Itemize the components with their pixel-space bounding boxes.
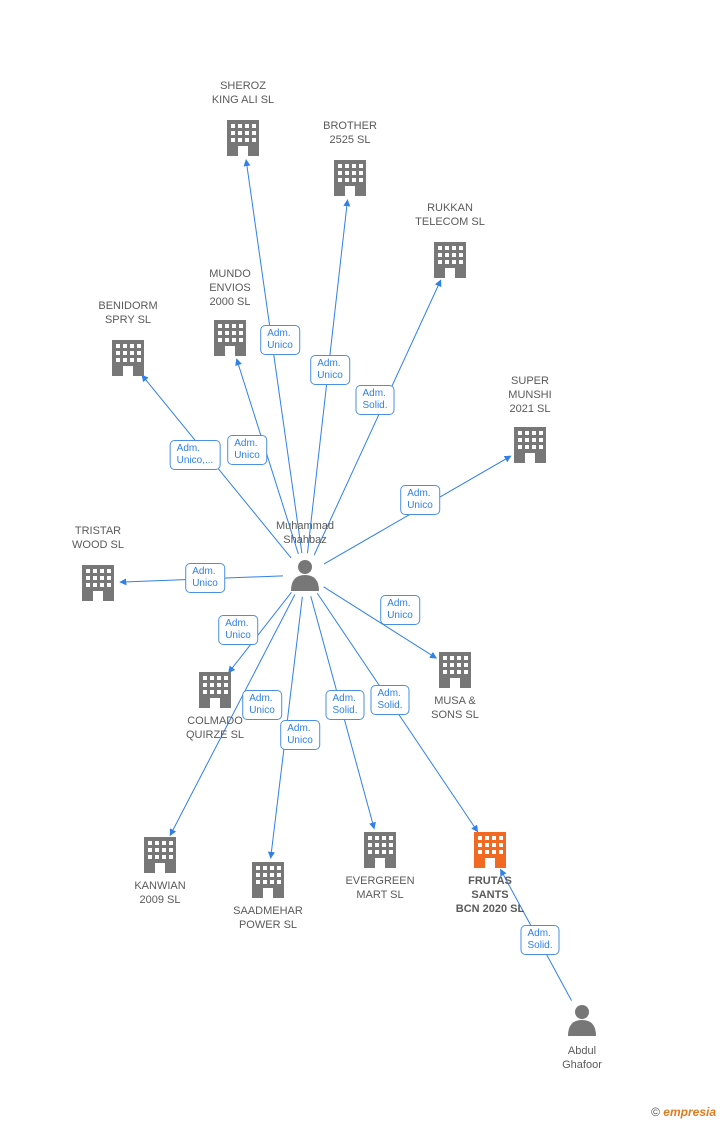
node-label: MUSA & SONS SL xyxy=(405,695,505,723)
building-icon xyxy=(214,320,246,356)
edge-label: Adm. Unico xyxy=(400,485,440,515)
node-label: FRUTAS SANTS BCN 2020 SL xyxy=(440,875,540,916)
footer: © empresia xyxy=(651,1105,716,1119)
edge-label: Adm. Unico,... xyxy=(170,440,221,470)
node-label: BENIDORM SPRY SL xyxy=(78,300,178,328)
building-icon xyxy=(334,160,366,196)
person-icon xyxy=(568,1005,596,1036)
edge-label: Adm. Unico xyxy=(260,325,300,355)
building-icon xyxy=(82,565,114,601)
building-icon xyxy=(364,832,396,868)
edge-label: Adm. Solid. xyxy=(520,925,559,955)
building-icon xyxy=(112,340,144,376)
edge-label: Adm. Solid. xyxy=(355,385,394,415)
edge-label: Adm. Unico xyxy=(218,615,258,645)
building-icon xyxy=(144,837,176,873)
brand-name: empresia xyxy=(663,1105,716,1119)
node-label: SHEROZ KING ALI SL xyxy=(193,80,293,108)
edge-label: Adm. Unico xyxy=(185,563,225,593)
edge-label: Adm. Unico xyxy=(310,355,350,385)
building-icon xyxy=(199,672,231,708)
building-icon xyxy=(439,652,471,688)
person-icon xyxy=(291,560,319,591)
node-label: RUKKAN TELECOM SL xyxy=(400,202,500,230)
building-icon xyxy=(514,427,546,463)
node-label: SUPER MUNSHI 2021 SL xyxy=(480,375,580,416)
node-label: COLMADO QUIRZE SL xyxy=(165,715,265,743)
building-icon xyxy=(434,242,466,278)
building-icon-highlight xyxy=(474,832,506,868)
edge-label: Adm. Solid. xyxy=(370,685,409,715)
edge-label: Adm. Solid. xyxy=(325,690,364,720)
edge-label: Adm. Unico xyxy=(227,435,267,465)
network-svg xyxy=(0,0,728,1125)
building-icon xyxy=(227,120,259,156)
edge-label: Adm. Unico xyxy=(280,720,320,750)
edge xyxy=(246,160,302,553)
copyright-symbol: © xyxy=(651,1105,660,1119)
building-icon xyxy=(252,862,284,898)
node-label: KANWIAN 2009 SL xyxy=(110,880,210,908)
node-label: Abdul Ghafoor xyxy=(532,1045,632,1073)
edge-label: Adm. Unico xyxy=(380,595,420,625)
node-label: EVERGREEN MART SL xyxy=(330,875,430,903)
node-label: Muhammad Shahbaz xyxy=(255,520,355,548)
node-label: MUNDO ENVIOS 2000 SL xyxy=(180,268,280,309)
node-label: TRISTAR WOOD SL xyxy=(48,525,148,553)
node-label: SAADMEHAR POWER SL xyxy=(218,905,318,933)
node-label: BROTHER 2525 SL xyxy=(300,120,400,148)
